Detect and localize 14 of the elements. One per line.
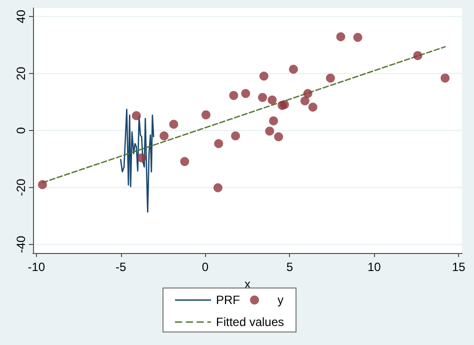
legend-label: y <box>278 293 284 307</box>
legend-label: Fitted values <box>216 315 284 329</box>
x-tick-label: 5 <box>286 260 294 274</box>
y-tick-label: 0 <box>14 126 28 134</box>
y-tick-label: 40 <box>14 10 28 24</box>
x-tick-label: 15 <box>452 260 466 274</box>
x-tick-label: -5 <box>115 260 126 274</box>
y-tick-label: -40 <box>14 235 28 254</box>
x-tick-label: 0 <box>202 260 209 274</box>
y-tick-label: -20 <box>14 178 28 196</box>
legend-label: PRF <box>216 293 240 307</box>
y-tick-label: 20 <box>14 66 28 80</box>
x-tick-label: -10 <box>28 260 46 274</box>
x-tick-label: 10 <box>367 260 382 274</box>
